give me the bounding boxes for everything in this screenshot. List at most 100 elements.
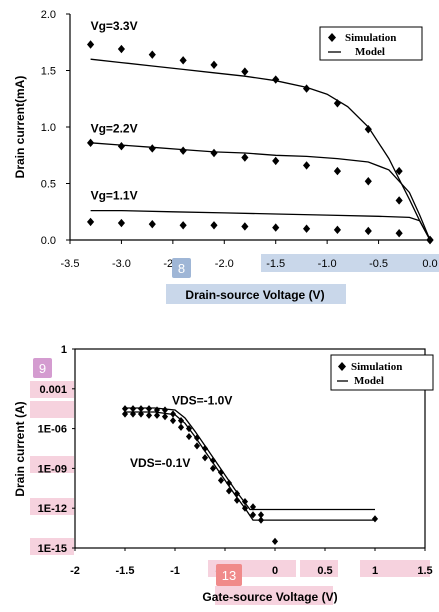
bottom-simulation-point bbox=[257, 516, 265, 524]
bottom-simulation-point bbox=[209, 464, 217, 472]
bottom-simulation-point bbox=[371, 515, 379, 523]
top-simulation-point bbox=[303, 84, 311, 93]
bottom-simulation-point bbox=[153, 411, 161, 419]
top-simulation-point bbox=[303, 224, 311, 233]
bottom-legend-simulation: Simulation bbox=[351, 361, 402, 373]
bottom-simulation-point bbox=[225, 487, 233, 495]
top-series-label: Vg=2.2V bbox=[91, 122, 138, 136]
top-simulation-point bbox=[210, 148, 218, 158]
top-axes: -3.5-3.0-2.5-2.0-1.5-1.0-0.50.00.00.51.0… bbox=[41, 9, 438, 270]
bottom-simulation-point bbox=[193, 442, 201, 450]
bottom-simulation-point bbox=[201, 454, 209, 462]
bottom-simulation-point bbox=[193, 434, 201, 442]
top-simulation-point bbox=[333, 225, 341, 235]
top-legend-box bbox=[319, 26, 423, 61]
bottom-x-tick-label: 0 bbox=[272, 565, 278, 577]
top-simulation-point bbox=[87, 138, 95, 148]
top-x-axis-title: Drain-source Voltage (V) bbox=[185, 288, 324, 302]
badge-13-label: 13 bbox=[222, 568, 236, 583]
top-simulation-point bbox=[395, 196, 403, 205]
bottom-y-tick-label: 0.001 bbox=[39, 384, 67, 396]
bottom-y-tick-label: 1E-06 bbox=[38, 424, 67, 436]
top-simulation-point bbox=[426, 235, 434, 245]
bottom-simulation-point bbox=[177, 423, 185, 431]
top-simulation-point bbox=[179, 56, 187, 65]
bottom-y-tick-band-2 bbox=[30, 401, 74, 418]
top-legend-model: Model bbox=[355, 46, 385, 58]
top-y-axis-title: Drain current(mA) bbox=[13, 76, 27, 179]
bottom-legend-diamond-icon bbox=[338, 362, 346, 371]
highlight-bands bbox=[30, 254, 439, 605]
top-x-tick-label: 0.0 bbox=[422, 258, 437, 270]
top-simulation-point bbox=[241, 67, 249, 76]
bottom-simulation-point bbox=[169, 417, 177, 425]
bottom-simulation-point bbox=[233, 490, 241, 498]
bottom-plot-frame bbox=[74, 348, 426, 549]
bottom-x-tick-label: -1 bbox=[170, 565, 180, 577]
bottom-simulation-point bbox=[241, 504, 249, 512]
top-legend: Simulation Model bbox=[319, 26, 423, 61]
top-y-tick-label: 2.0 bbox=[41, 9, 56, 21]
top-iv-chart: -3.5-3.0-2.5-2.0-1.5-1.0-0.50.00.00.51.0… bbox=[13, 9, 438, 302]
bottom-y-tick-label: 1E-09 bbox=[38, 463, 67, 475]
top-x-tick-label: -3.5 bbox=[61, 258, 80, 270]
top-simulation-point bbox=[87, 40, 95, 49]
bottom-simulation-point bbox=[201, 444, 209, 453]
top-model-curve bbox=[90, 58, 431, 241]
bottom-x-tick-label: -2 bbox=[70, 565, 80, 577]
top-legend-diamond-icon bbox=[328, 33, 336, 42]
top-simulation-point bbox=[148, 50, 156, 59]
top-simulation-point bbox=[272, 75, 280, 84]
bottom-series-label: VDS=-0.1V bbox=[130, 456, 190, 470]
top-legend-simulation: Simulation bbox=[345, 32, 396, 44]
bottom-simulation-point bbox=[121, 410, 129, 418]
bottom-simulation-point bbox=[241, 497, 249, 506]
bottom-simulation-point bbox=[161, 413, 169, 421]
bottom-simulation-point bbox=[217, 468, 225, 476]
top-simulation-point bbox=[272, 156, 280, 166]
top-y-tick-label: 1.0 bbox=[41, 122, 56, 134]
top-y-tick-label: 0.0 bbox=[41, 235, 56, 247]
bottom-simulation-point bbox=[271, 537, 279, 545]
top-model-curve bbox=[90, 209, 431, 241]
top-simulation-point bbox=[148, 219, 156, 229]
top-simulation-point bbox=[117, 44, 125, 54]
bottom-simulation-point bbox=[145, 405, 153, 413]
bottom-simulation-point bbox=[185, 432, 193, 441]
bottom-y-tick-label: 1 bbox=[61, 344, 67, 356]
top-simulation-point bbox=[364, 226, 372, 236]
bottom-x-tick-label: 1.5 bbox=[417, 565, 432, 577]
top-simulation-point bbox=[395, 166, 403, 176]
bottom-x-title-band bbox=[215, 586, 333, 605]
top-x-tick-label: -1.0 bbox=[318, 258, 337, 270]
top-simulation-point bbox=[117, 218, 125, 228]
top-x-title-band bbox=[166, 284, 346, 304]
badge-9: 9 bbox=[33, 358, 52, 378]
bottom-simulation-point bbox=[249, 503, 257, 511]
top-simulation-point bbox=[179, 146, 187, 155]
top-simulation-point bbox=[210, 221, 218, 230]
bottom-simulation-point bbox=[121, 405, 129, 413]
bottom-simulation-point bbox=[137, 410, 145, 418]
top-series-marks: Vg=3.3V Vg=2.2V Vg=1.1V bbox=[87, 19, 434, 245]
bottom-x-tick-label: -1.5 bbox=[116, 565, 135, 577]
top-simulation-point bbox=[148, 144, 156, 153]
bottom-simulation-point bbox=[145, 411, 153, 419]
bottom-y-tick-band-4 bbox=[30, 498, 74, 515]
bottom-y-tick-band-3 bbox=[30, 456, 74, 473]
bottom-series-label: VDS=-1.0V bbox=[172, 394, 232, 408]
badge-9-box bbox=[33, 358, 52, 378]
bottom-x-tick-band-2 bbox=[300, 560, 338, 577]
badge-13-box bbox=[216, 564, 242, 586]
bottom-x-axis-title: Gate-source Voltage (V) bbox=[202, 590, 337, 604]
top-simulation-point bbox=[333, 166, 341, 176]
bottom-simulation-point bbox=[257, 511, 265, 519]
top-simulation-point bbox=[179, 221, 187, 230]
bottom-simulation-point bbox=[249, 511, 257, 519]
bottom-simulation-point bbox=[129, 410, 137, 418]
bottom-x-tick-label: 1 bbox=[372, 565, 378, 577]
top-simulation-point bbox=[210, 60, 218, 70]
bottom-y-axis-title: Drain current (A) bbox=[13, 401, 27, 496]
top-simulation-point bbox=[241, 222, 249, 231]
bottom-y-tick-label: 1E-12 bbox=[38, 503, 67, 515]
